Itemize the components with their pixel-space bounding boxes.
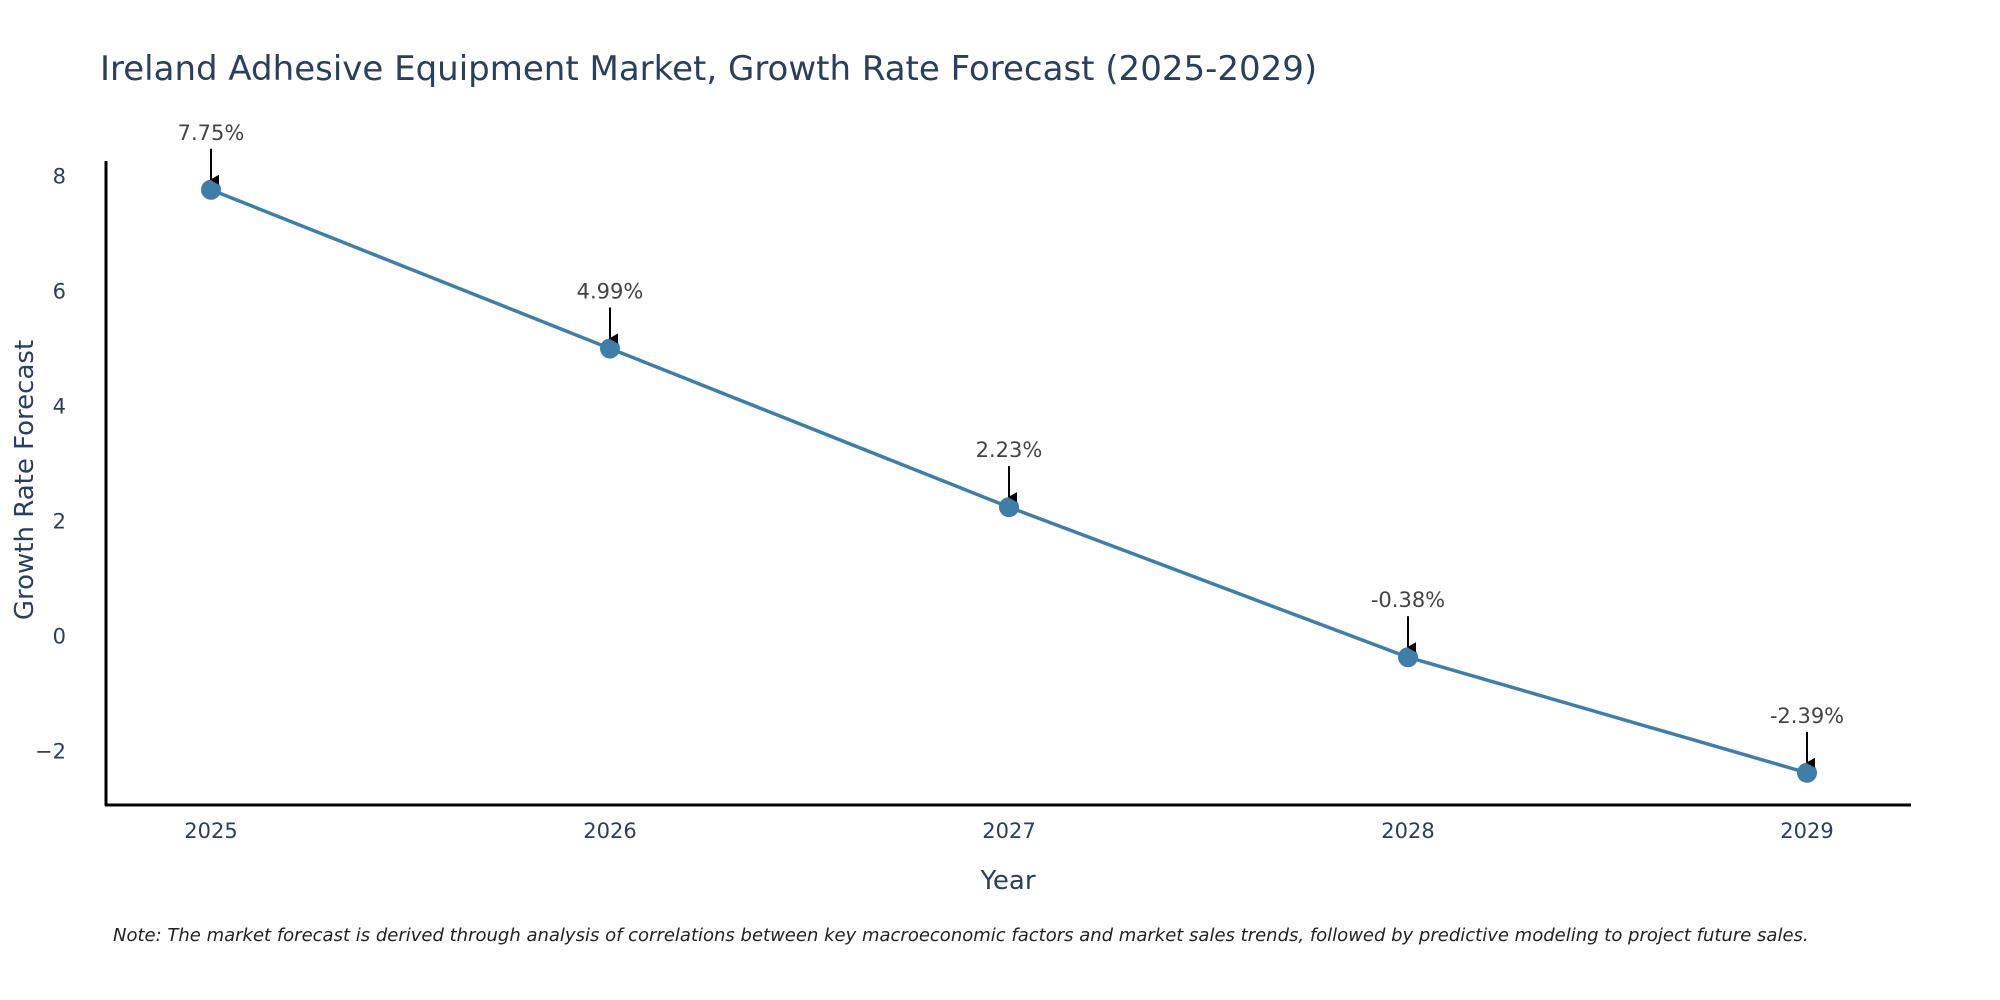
data-label: 2.23% bbox=[976, 438, 1043, 462]
data-point bbox=[201, 179, 221, 200]
data-point bbox=[1398, 647, 1418, 668]
x-tick-label: 2025 bbox=[184, 819, 237, 843]
data-label: 4.99% bbox=[577, 279, 644, 303]
y-tick-label: 6 bbox=[53, 279, 66, 303]
y-tick-label: 0 bbox=[53, 624, 66, 648]
y-tick-label: 2 bbox=[53, 509, 66, 533]
x-tick-label: 2029 bbox=[1780, 819, 1833, 843]
y-axis-title: Growth Rate Forecast bbox=[10, 340, 40, 620]
y-tick-label: 4 bbox=[53, 394, 66, 418]
data-annotations: 7.75% 4.99% 2.23% -0.38% -2.39% bbox=[178, 121, 1844, 768]
data-label: 7.75% bbox=[178, 121, 245, 145]
data-point bbox=[600, 338, 620, 359]
data-point bbox=[999, 497, 1019, 518]
x-tick-label: 2027 bbox=[982, 819, 1035, 843]
footnote: Note: The market forecast is derived thr… bbox=[113, 925, 1809, 946]
y-tick-label: −2 bbox=[35, 739, 66, 763]
chart-title: Ireland Adhesive Equipment Market, Growt… bbox=[100, 49, 1317, 89]
x-axis-title: Year bbox=[979, 866, 1035, 896]
x-tick-label: 2026 bbox=[583, 819, 636, 843]
data-point bbox=[1797, 762, 1817, 783]
data-points bbox=[201, 179, 1817, 783]
y-tick-labels: 8 6 4 2 0 −2 bbox=[35, 164, 66, 763]
data-label: -0.38% bbox=[1371, 588, 1445, 612]
data-label: -2.39% bbox=[1770, 704, 1844, 728]
x-tick-label: 2028 bbox=[1381, 819, 1434, 843]
y-tick-label: 8 bbox=[53, 164, 66, 188]
x-tick-labels: 2025 2026 2027 2028 2029 bbox=[184, 819, 1833, 843]
